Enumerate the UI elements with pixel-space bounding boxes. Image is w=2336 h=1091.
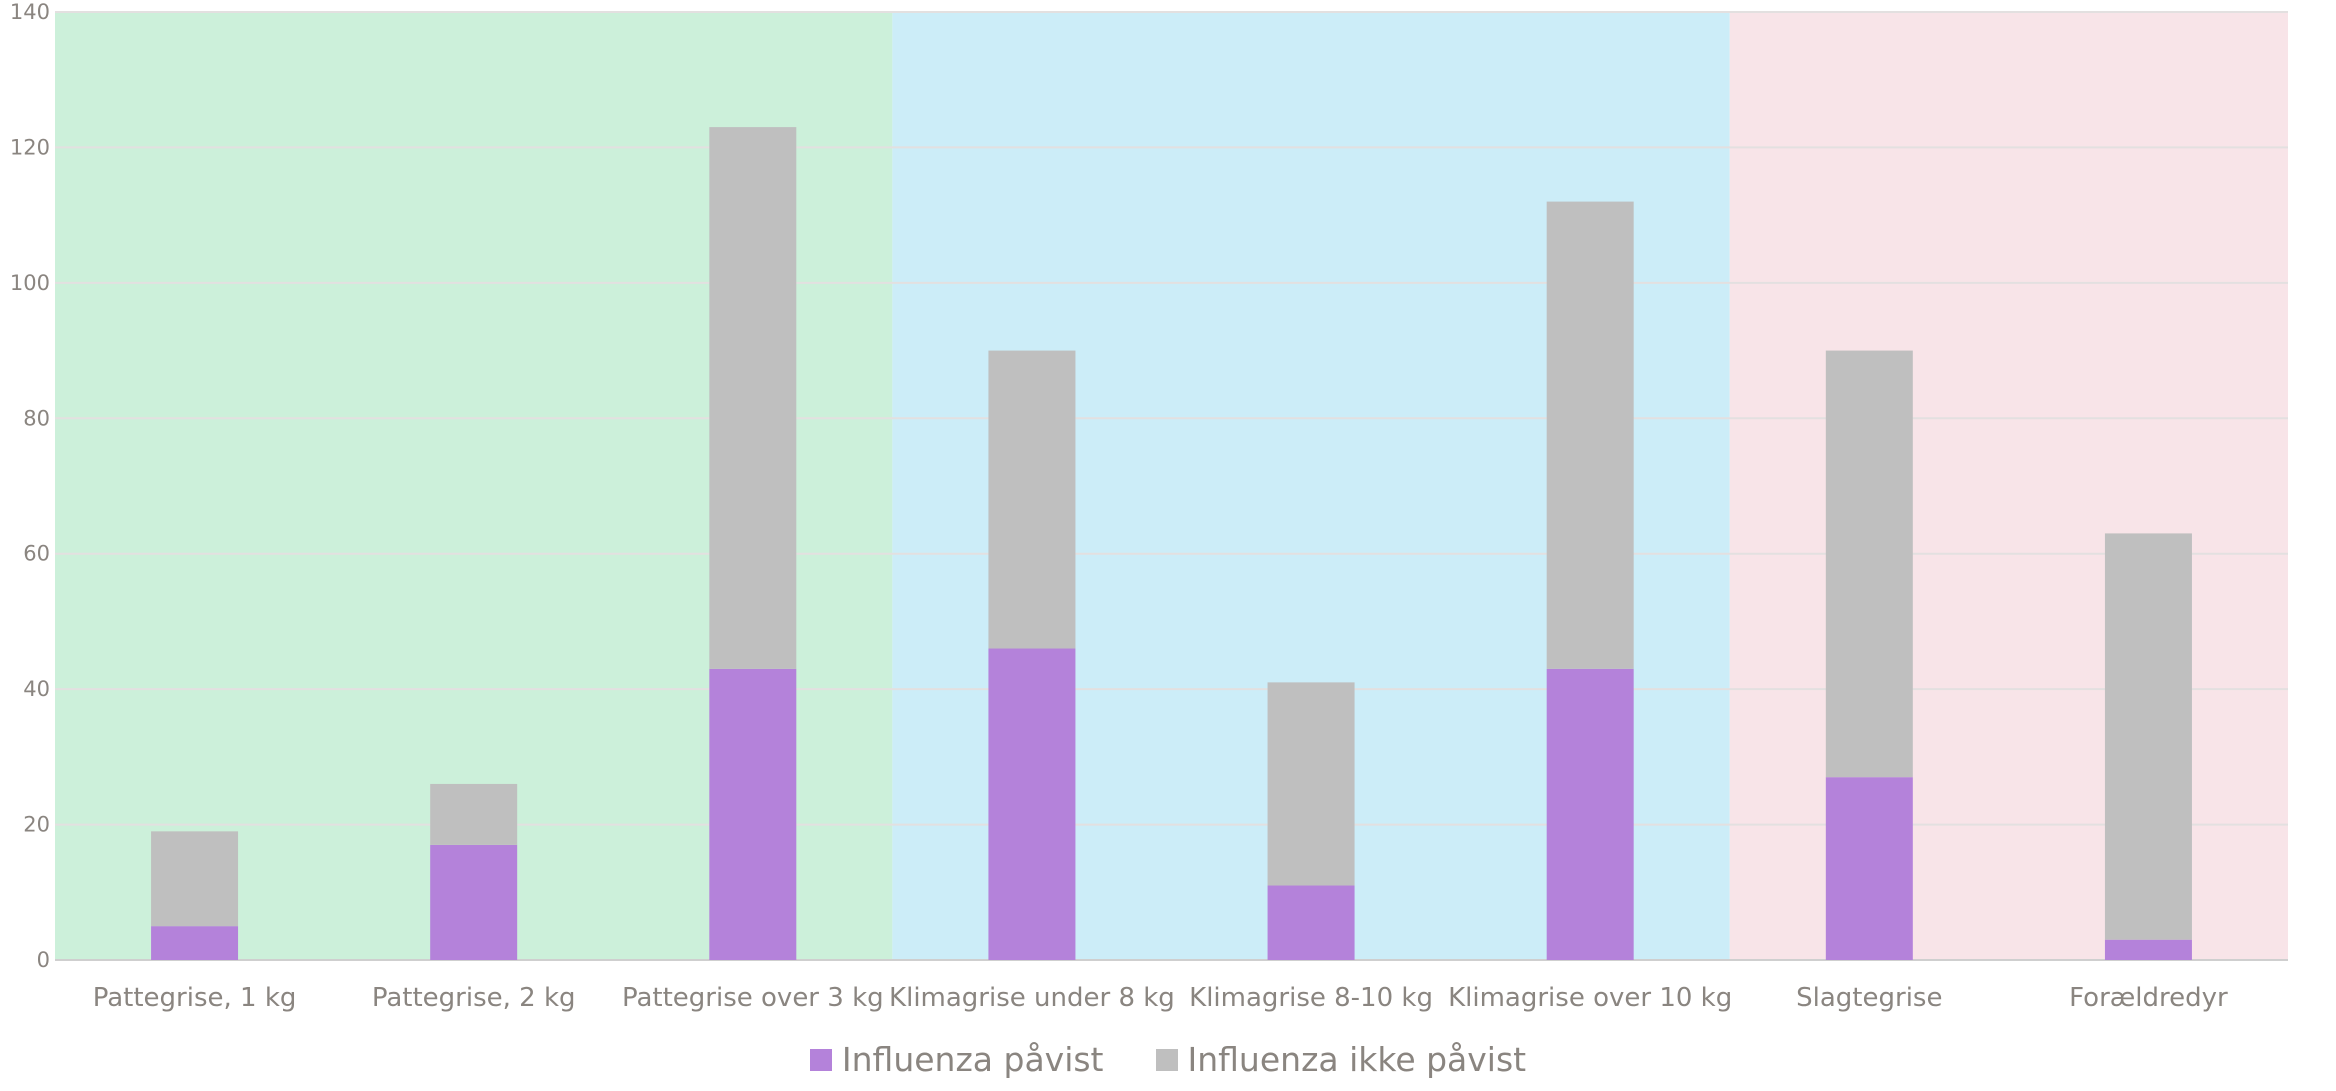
legend-label-pavist: Influenza påvist [841,1040,1104,1079]
bar-ikke-pavist-0 [151,831,239,927]
x-tick-label-6: Slagtegrise [1796,983,1942,1013]
bar-pavist-5 [1546,668,1634,960]
y-tick-label-140: 140 [10,0,50,24]
x-tick-label-0: Pattegrise, 1 kg [93,983,297,1013]
x-axis: Pattegrise, 1 kg Pattegrise, 2 kg Pattegri… [93,983,2228,1013]
x-tick-label-5: Klimagrise over 10 kg [1448,983,1732,1013]
bar-pavist-6 [1825,777,1913,960]
y-tick-label-60: 60 [23,542,50,566]
y-tick-label-0: 0 [37,948,50,972]
background-bands [55,12,2288,960]
legend-label-ikke-pavist: Influenza ikke påvist [1187,1040,1527,1079]
y-tick-label-100: 100 [10,271,50,295]
x-tick-label-4: Klimagrise 8-10 kg [1189,983,1433,1013]
bar-ikke-pavist-2 [709,127,797,669]
bar-pavist-0 [151,926,239,960]
bar-ikke-pavist-4 [1267,682,1355,886]
bar-pavist-4 [1267,885,1355,960]
bar-pavist-2 [709,668,797,960]
bar-ikke-pavist-5 [1546,201,1634,669]
y-tick-label-80: 80 [23,406,50,430]
y-tick-label-40: 40 [23,677,50,701]
y-axis: 0 20 40 60 80 100 120 140 [10,0,50,972]
background-band-2 [1729,12,2288,960]
x-tick-label-3: Klimagrise under 8 kg [889,983,1175,1013]
y-tick-label-120: 120 [10,135,50,159]
bar-ikke-pavist-1 [430,783,518,845]
x-tick-label-7: Forældredyr [2069,983,2228,1013]
legend: Influenza påvist Influenza ikke påvist [0,1040,2336,1079]
legend-item-ikke-pavist: Influenza ikke påvist [1155,1040,1527,1079]
bars [151,127,2192,960]
legend-swatch-pavist [809,1048,832,1071]
bar-pavist-7 [2104,939,2192,960]
x-tick-label-2: Pattegrise over 3 kg [622,983,884,1013]
bar-ikke-pavist-3 [988,350,1076,649]
x-tick-label-1: Pattegrise, 2 kg [372,983,576,1013]
y-tick-label-20: 20 [23,813,50,837]
legend-swatch-ikke-pavist [1155,1048,1178,1071]
bar-ikke-pavist-7 [2104,533,2192,940]
bar-pavist-1 [430,844,518,960]
legend-item-pavist: Influenza påvist [809,1040,1104,1079]
bar-pavist-3 [988,648,1076,960]
gridlines [55,11,2288,961]
bar-ikke-pavist-6 [1825,350,1913,778]
